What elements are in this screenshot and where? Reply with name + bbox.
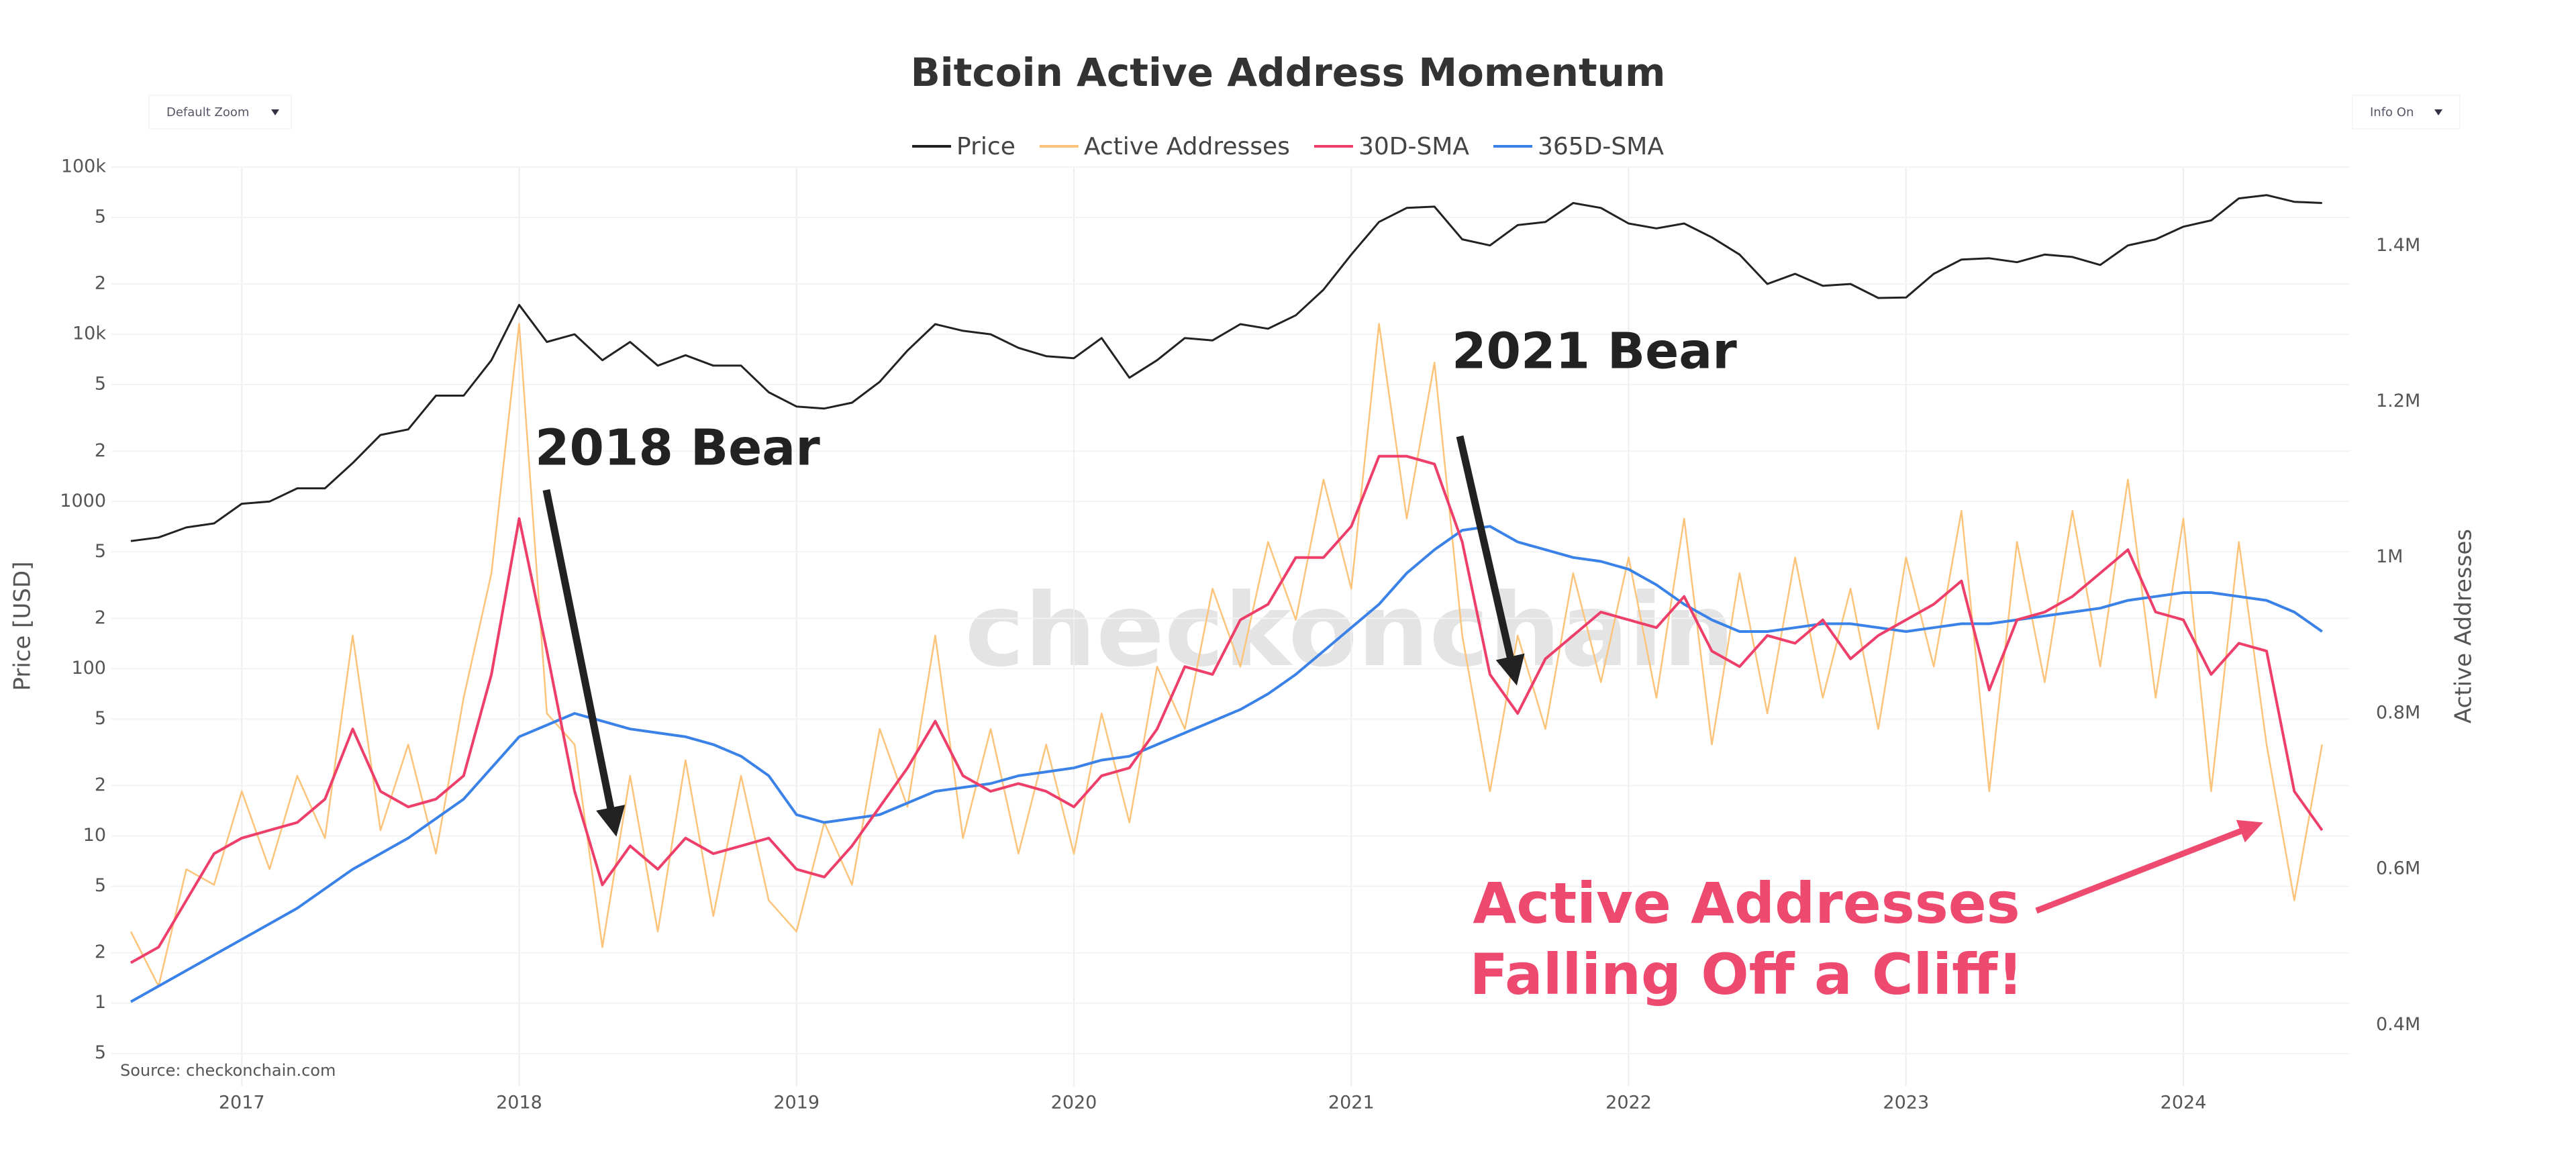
y2-axis-title: Active Addresses [2450,529,2477,723]
y-tick-label: 5 [95,206,106,227]
y-tick-label: 5 [95,875,106,896]
y2-tick-label: 1.4M [2376,235,2420,256]
zoom-select-box[interactable] [148,95,292,130]
x-tick-label: 2023 [1883,1093,1929,1113]
y2-tick-label: 0.8M [2376,702,2420,723]
y-tick-label: 2 [95,440,106,461]
y-tick-label: 2 [95,607,106,628]
y-tick-label: 100 [71,658,106,679]
y-tick-label: 5 [95,541,106,562]
series-line [130,194,2322,542]
arrow [1456,435,1525,686]
x-tick-label: 2021 [1328,1093,1375,1113]
annotation: 2018 Bear [535,419,820,477]
zoom-select-label[interactable]: Default Zoom [166,105,249,119]
arrow [542,489,626,837]
y-tick-label: 1 [95,992,106,1013]
y-tick-label: 1000 [60,491,106,511]
grid: 2017 2018 2019 2020 2021 2022 2023 2024100k5210… [60,156,2420,1113]
x-tick-label: 2018 [496,1093,542,1113]
plot-lines [130,194,2324,1003]
watermark: checkonchain [964,572,1734,689]
zoom-select[interactable]: Default Zoom [148,95,292,130]
info-select-box[interactable] [2352,95,2461,130]
y-tick-label: 5 [95,1042,106,1063]
legend-label: Active Addresses [1084,133,1290,160]
series-line [130,454,2324,964]
x-tick-label: 2020 [1051,1093,1097,1113]
y-tick-label: 5 [95,708,106,729]
legend-item: 365D-SMA [1493,133,1664,160]
annotation: 2021 Bear [1452,323,1737,381]
y2-tick-label: 1M [2376,546,2403,567]
annotation: Active Addresses [1473,870,2020,936]
legend: Price Active Addresses 30D-SMA 365D-SMA [912,133,1664,160]
series-line [130,323,2323,987]
y-tick-label: 100k [61,156,107,177]
x-tick-label: 2017 [219,1093,265,1113]
series-line [130,525,2323,1003]
chart-title: Bitcoin Active Address Momentum [911,50,1666,95]
legend-label: 30D-SMA [1358,133,1469,160]
dropdown-arrow[interactable] [2434,109,2442,115]
y-tick-label: 2 [95,273,106,294]
source-note: Source: checkonchain.com [120,1061,336,1080]
info-select[interactable]: Info On [2352,95,2461,130]
y-tick-label: 10k [72,323,106,344]
legend-label: 365D-SMA [1538,133,1664,160]
y2-tick-label: 0.4M [2376,1014,2420,1035]
legend-item: Active Addresses [1039,133,1290,160]
arrow [2035,819,2263,914]
legend-item: Price [912,133,1015,160]
y2-tick-label: 0.6M [2376,858,2420,879]
dropdown-arrow[interactable] [271,109,279,115]
x-tick-label: 2022 [1605,1093,1652,1113]
y-tick-label: 5 [95,374,106,395]
legend-label: Price [956,133,1015,160]
y-tick-label: 2 [95,942,106,962]
y-tick-label: 10 [83,825,106,846]
y2-tick-label: 1.2M [2376,391,2420,411]
legend-item: 30D-SMA [1314,133,1469,160]
x-tick-label: 2019 [773,1093,820,1113]
info-select-label[interactable]: Info On [2370,105,2414,119]
y-tick-label: 2 [95,774,106,795]
annotation: Falling Off a Cliff! [1470,942,2024,1007]
y-axis-title: Price [USD] [9,562,36,691]
x-tick-label: 2024 [2161,1093,2207,1113]
